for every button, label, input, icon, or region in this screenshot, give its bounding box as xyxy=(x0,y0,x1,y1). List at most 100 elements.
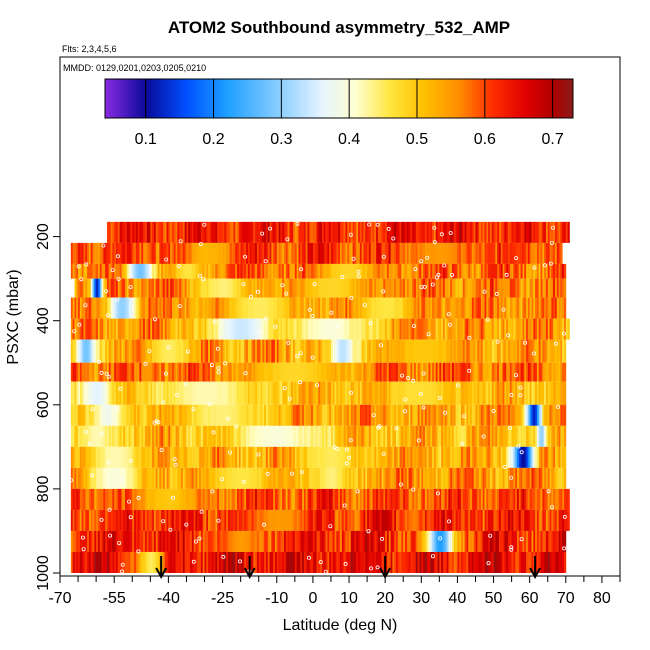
heatmap-cell xyxy=(332,381,335,405)
heatmap-cell xyxy=(334,488,337,510)
heatmap-cell xyxy=(139,381,142,405)
heatmap-cell xyxy=(334,318,337,340)
heatmap-cell xyxy=(188,242,191,264)
heatmap-cell xyxy=(150,446,153,468)
heatmap-cell xyxy=(549,488,552,510)
heatmap-cell xyxy=(289,339,292,363)
heatmap-cell xyxy=(220,221,223,243)
heatmap-cell xyxy=(452,488,455,510)
heatmap-cell xyxy=(247,242,251,264)
heatmap-cell xyxy=(495,221,498,243)
heatmap-cell xyxy=(125,362,128,382)
heatmap-cell xyxy=(508,318,511,340)
heatmap-cell xyxy=(359,446,363,468)
sample-point xyxy=(207,402,212,407)
heatmap-cell xyxy=(197,425,200,447)
heatmap-cell xyxy=(441,381,444,405)
heatmap-cell xyxy=(208,318,211,340)
heatmap-cell xyxy=(336,278,339,298)
heatmap-cell xyxy=(432,318,435,340)
sample-point xyxy=(147,349,152,354)
heatmap-cell xyxy=(491,278,494,298)
heatmap-cell xyxy=(271,446,274,468)
heatmap-cell xyxy=(462,339,466,363)
heatmap-cell xyxy=(215,530,218,552)
heatmap-cell xyxy=(403,263,406,279)
heatmap-cell xyxy=(321,530,325,552)
heatmap-cell xyxy=(323,263,326,279)
heatmap-cell xyxy=(349,297,352,319)
heatmap-cell xyxy=(417,221,420,243)
sample-point xyxy=(191,559,196,564)
heatmap-cell xyxy=(491,297,494,319)
heatmap-cell xyxy=(217,318,220,340)
heatmap-cell xyxy=(551,467,554,489)
heatmap-cell xyxy=(211,488,214,510)
heatmap-cell xyxy=(155,263,158,279)
sample-point xyxy=(168,527,173,532)
heatmap-cell xyxy=(349,509,352,531)
sample-point xyxy=(411,487,416,492)
heatmap-cell xyxy=(213,425,216,447)
heatmap-cell xyxy=(533,318,536,340)
heatmap-cell xyxy=(442,551,446,573)
heatmap-cell xyxy=(403,339,406,363)
sample-point xyxy=(375,565,380,570)
heatmap-cell xyxy=(468,221,471,243)
heatmap-cell xyxy=(394,509,397,531)
heatmap-cell xyxy=(536,318,540,340)
heatmap-cell xyxy=(466,551,469,573)
heatmap-cell xyxy=(74,509,77,531)
heatmap-cell xyxy=(244,530,247,552)
heatmap-cell xyxy=(226,362,229,382)
heatmap-cell xyxy=(405,509,408,531)
heatmap-cell xyxy=(396,509,399,531)
heatmap-cell xyxy=(249,425,252,447)
heatmap-cell xyxy=(78,318,81,340)
heatmap-cell xyxy=(442,318,446,340)
heatmap-cell xyxy=(90,381,93,405)
heatmap-cell xyxy=(497,488,500,510)
heatmap-cell xyxy=(473,488,476,510)
heatmap-cell xyxy=(536,509,540,531)
heatmap-cell xyxy=(256,381,260,405)
heatmap-cell xyxy=(518,425,522,447)
heatmap-cell xyxy=(132,446,135,468)
heatmap-cell xyxy=(513,446,516,468)
heatmap-cell xyxy=(565,221,569,243)
heatmap-cell xyxy=(560,318,563,340)
heatmap-cell xyxy=(157,509,160,531)
heatmap-cell xyxy=(554,425,558,447)
heatmap-cell xyxy=(450,488,453,510)
heatmap-cell xyxy=(209,530,213,552)
heatmap-cell xyxy=(358,278,361,298)
heatmap-cell xyxy=(365,242,368,264)
heatmap-cell xyxy=(363,362,366,382)
heatmap-cell xyxy=(90,242,93,264)
heatmap-cell xyxy=(117,446,121,468)
heatmap-cell xyxy=(367,425,370,447)
heatmap-cell xyxy=(264,278,267,298)
heatmap-cell xyxy=(462,467,466,489)
heatmap-cell xyxy=(94,488,97,510)
sample-point xyxy=(436,272,441,277)
heatmap-cell xyxy=(85,509,88,531)
heatmap-cell xyxy=(318,381,321,405)
heatmap-cell xyxy=(495,404,498,426)
heatmap-cell xyxy=(359,263,363,279)
heatmap-cell xyxy=(114,242,117,264)
heatmap-cell xyxy=(224,446,227,468)
heatmap-cell xyxy=(457,509,460,531)
heatmap-cell xyxy=(435,297,438,319)
sample-point xyxy=(136,495,141,500)
heatmap-cell xyxy=(265,446,269,468)
heatmap-cell xyxy=(110,318,113,340)
heatmap-cell xyxy=(143,551,146,573)
heatmap-cell xyxy=(116,362,119,382)
heatmap-cell xyxy=(103,404,106,426)
heatmap-cell xyxy=(312,551,316,573)
heatmap-cell xyxy=(471,297,475,319)
heatmap-cell xyxy=(536,530,540,552)
heatmap-cell xyxy=(90,425,93,447)
heatmap-cell xyxy=(415,425,419,447)
